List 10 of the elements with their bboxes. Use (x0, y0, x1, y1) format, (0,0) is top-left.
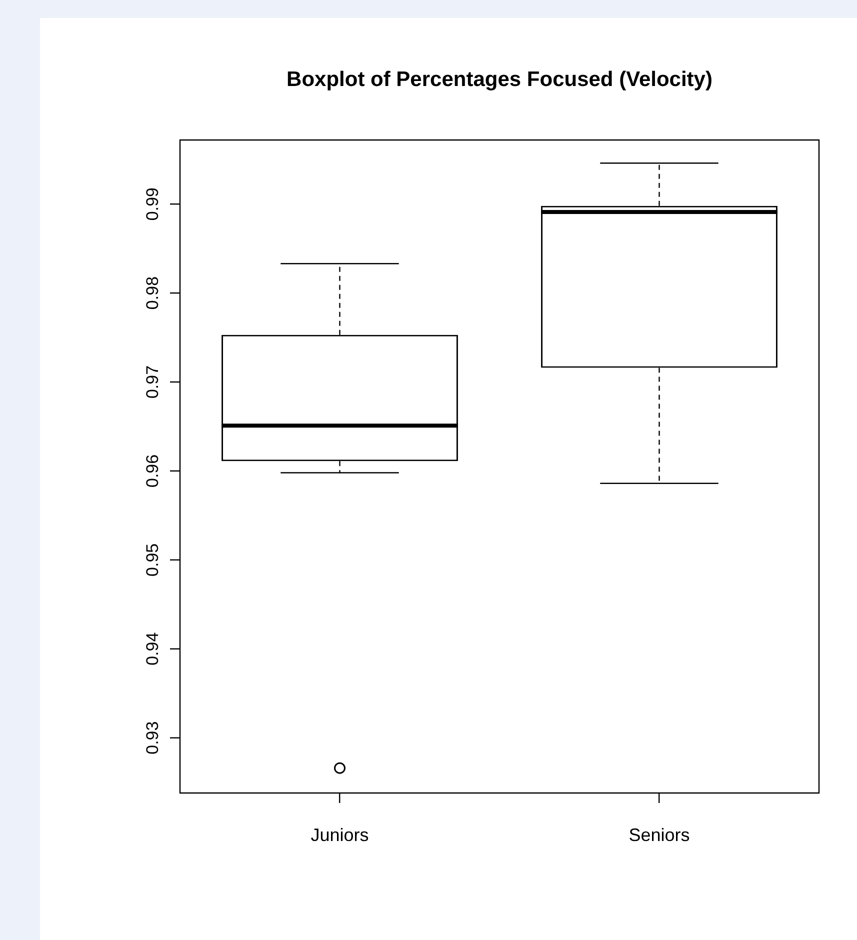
y-tick-label: 0.99 (143, 188, 162, 221)
x-tick-label: Seniors (628, 824, 690, 845)
y-tick-label: 0.94 (143, 632, 162, 666)
y-tick-label: 0.97 (143, 365, 162, 399)
y-tick-label: 0.96 (143, 454, 162, 488)
y-tick-label: 0.98 (143, 276, 162, 310)
y-tick-label: 0.93 (143, 721, 162, 754)
chart-title: Boxplot of Percentages Focused (Velocity) (286, 68, 712, 91)
y-tick-label: 0.95 (143, 543, 162, 576)
x-tick-label: Juniors (310, 824, 369, 845)
